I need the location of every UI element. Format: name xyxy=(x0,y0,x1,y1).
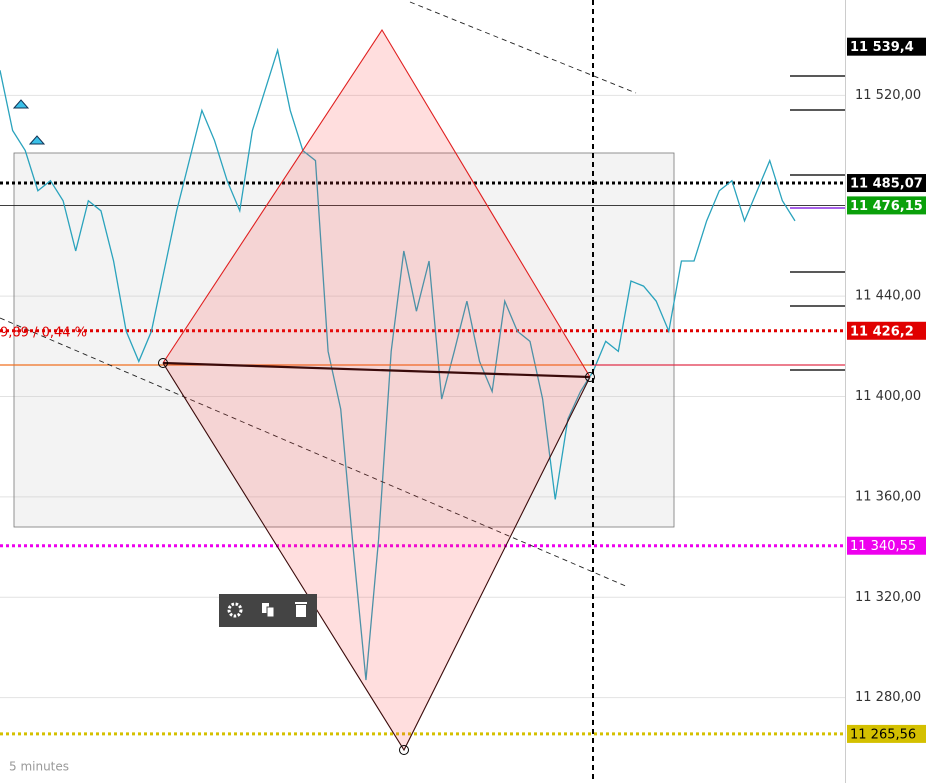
trend-line xyxy=(409,1,637,94)
series xyxy=(0,47,796,681)
pattern-fill xyxy=(163,30,590,750)
icon-part xyxy=(262,603,269,613)
toolbar xyxy=(219,594,317,627)
price-badge xyxy=(847,174,926,193)
y-tick-label: 11 520,00 xyxy=(855,88,921,103)
price-label: 11 485,07 xyxy=(850,177,923,192)
price-label: 11 476,15 xyxy=(850,199,923,214)
price-label: 11 539,4 xyxy=(850,40,914,55)
copy-icon[interactable] xyxy=(262,603,275,618)
levels xyxy=(0,181,845,736)
price-label: 11 340,55 xyxy=(850,539,916,554)
grid xyxy=(0,94,845,699)
price-badge xyxy=(847,321,926,340)
delete-icon[interactable] xyxy=(295,602,307,617)
y-tick-label: 11 440,00 xyxy=(855,289,921,304)
price-badge xyxy=(847,37,926,56)
range-box xyxy=(13,152,675,528)
icon-part xyxy=(296,605,306,617)
settings-icon[interactable] xyxy=(227,602,243,618)
y-tick-label: 11 360,00 xyxy=(855,489,921,504)
price-label: 11 426,2 xyxy=(850,324,914,339)
anchor[interactable] xyxy=(585,372,595,382)
signal xyxy=(12,99,30,109)
anchor[interactable] xyxy=(399,745,409,755)
trend-line xyxy=(0,317,629,588)
icon-part xyxy=(266,606,275,618)
price-badge xyxy=(847,536,926,555)
annotation: 9,89 / 0,44 % xyxy=(0,326,87,341)
pattern-base xyxy=(162,361,591,379)
pattern-edge xyxy=(162,362,591,752)
signal xyxy=(28,135,46,145)
anchor[interactable] xyxy=(158,358,168,368)
y-tick-label: 11 280,00 xyxy=(855,690,921,705)
order-ticks xyxy=(790,75,845,371)
icon-part xyxy=(295,602,307,604)
price-label: 11 265,56 xyxy=(850,727,916,742)
price-badge xyxy=(847,196,926,215)
price-line xyxy=(0,47,796,681)
pattern-edge xyxy=(162,28,591,378)
price-axis xyxy=(845,0,926,783)
y-tick-label: 11 320,00 xyxy=(855,590,921,605)
y-tick-label: 11 400,00 xyxy=(855,389,921,404)
timeframe: 5 minutes xyxy=(9,760,69,774)
axis-labels: 11 280,00 11 320,00 11 360,00 11 400,00 11 4… xyxy=(847,37,926,743)
price-badge xyxy=(847,724,926,743)
